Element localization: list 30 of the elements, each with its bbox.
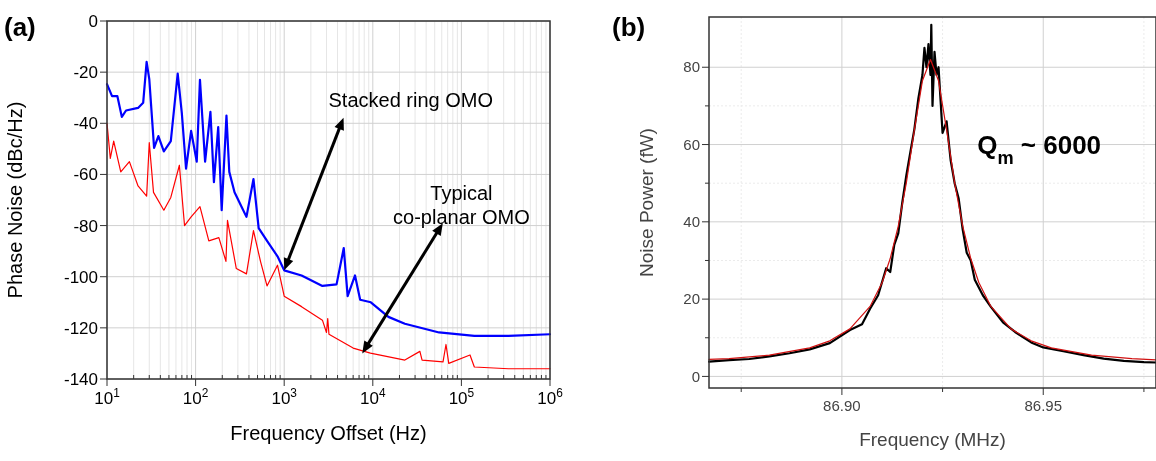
y-tick-label: 60: [683, 135, 700, 153]
x-axis-title: Frequency (MHz): [859, 429, 1006, 450]
y-tick-label: 80: [683, 58, 700, 76]
y-tick-label: 0: [691, 367, 700, 385]
x-tick-label: 86.90: [823, 397, 861, 414]
y-tick-label: -60: [73, 165, 98, 185]
y-tick-label: -80: [73, 216, 98, 236]
x-tick-label: 10$^{1}$: [94, 386, 121, 408]
chart-title: (a): [4, 12, 36, 42]
annotation: Typical co-planar OMO: [393, 182, 530, 228]
annotation: Stacked ring OMO: [328, 88, 494, 111]
x-tick-label: 10$^{3}$: [271, 386, 298, 408]
x-axis-title: Frequency Offset (Hz): [230, 422, 427, 444]
y-tick-label: -20: [73, 63, 98, 83]
x-tick-label: 86.95: [1024, 397, 1063, 414]
y-tick-label: 20: [683, 290, 700, 308]
y-tick-label: 40: [683, 213, 700, 231]
annotation: Q$_{m}$ ~ 6000: [977, 130, 1102, 169]
x-tick-label: 10$^{2}$: [182, 386, 209, 408]
x-tick-label: 10$^{5}$: [448, 386, 475, 408]
y-tick-label: -140: [63, 369, 98, 389]
x-tick-label: 10$^{6}$: [537, 386, 564, 408]
chart-title: (b): [612, 12, 646, 42]
y-axis-title: Noise Power (fW): [636, 128, 657, 277]
y-tick-label: -120: [63, 318, 98, 338]
y-tick-label: 0: [88, 11, 98, 31]
x-tick-label: 10$^{4}$: [360, 386, 386, 408]
y-tick-label: -40: [73, 114, 98, 134]
y-axis-title: Phase Noise (dBc/Hz): [4, 101, 26, 299]
y-tick-label: -100: [63, 267, 98, 287]
